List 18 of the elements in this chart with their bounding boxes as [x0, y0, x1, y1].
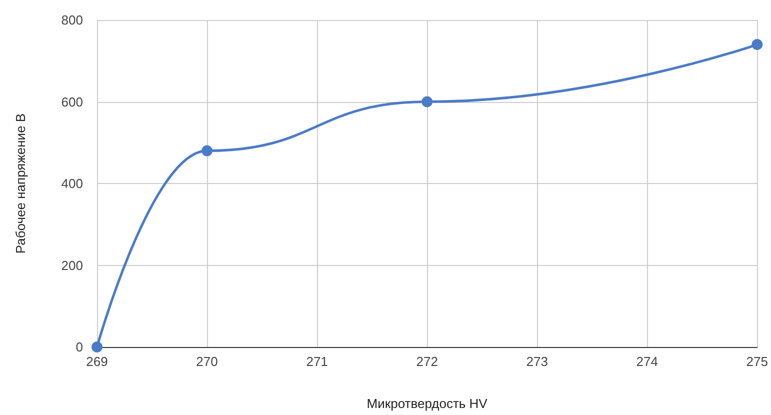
y-axis-title: Рабочее напряжение В [13, 113, 28, 254]
x-tick-label: 271 [306, 354, 328, 369]
x-tick-label: 272 [416, 354, 438, 369]
y-tick-label: 200 [61, 258, 83, 273]
point [202, 145, 213, 156]
x-tick-label: 273 [526, 354, 548, 369]
y-tick-label: 400 [61, 176, 83, 191]
y-tick-label: 0 [76, 340, 83, 354]
x-tick-label: 270 [196, 354, 218, 369]
y-tick-label: 800 [61, 12, 83, 28]
point [752, 39, 763, 50]
x-axis-title: Микротвердость HV [366, 396, 488, 411]
point [92, 342, 102, 352]
x-tick-label: 275 [746, 354, 768, 369]
x-tick-label: 274 [636, 354, 658, 369]
point [422, 96, 433, 108]
y-tick-label: 600 [61, 94, 83, 110]
x-tick-label: 269 [86, 354, 108, 369]
